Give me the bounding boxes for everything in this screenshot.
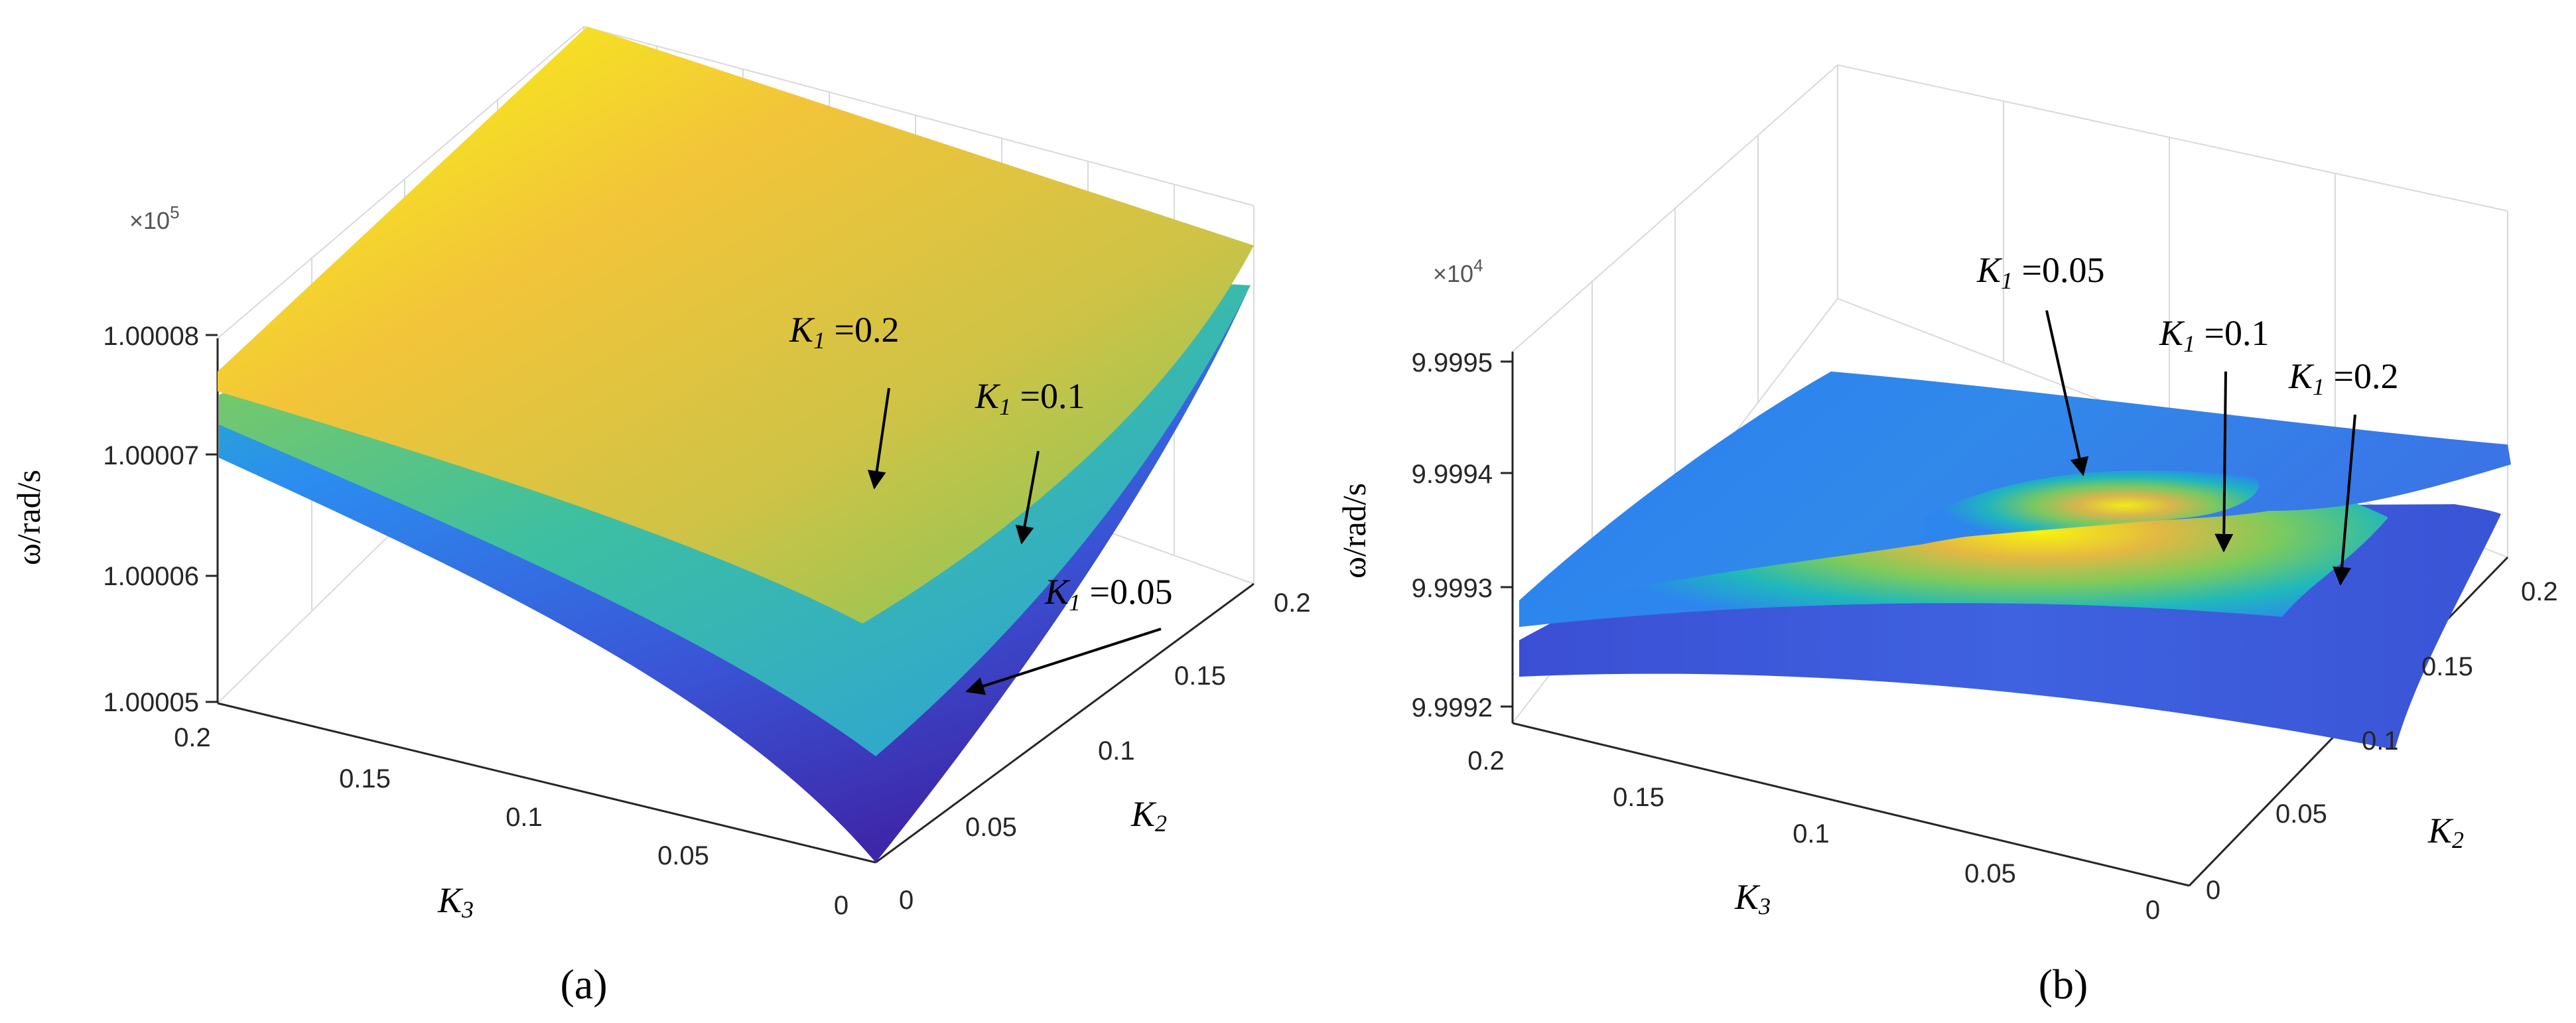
annotation-k1-0-2: K1 =0.2 [2288, 356, 2399, 400]
x-tick-label: 0.1 [506, 803, 543, 832]
z-axis-label: ω/rad/s [10, 470, 47, 565]
surface-k1-0-2-a [218, 27, 1254, 624]
annotation-k1-0-05: K1 =0.05 [1976, 250, 2105, 294]
z-tick-label: 9.9993 [1412, 574, 1493, 603]
x-tick-label: 0 [834, 891, 848, 920]
arrow-k1-0-2 [867, 387, 890, 490]
x-tick-label: 0.15 [1613, 783, 1664, 812]
z-axis-label: ω/rad/s [1335, 483, 1373, 579]
panel-b-y-ticks: 0 0.05 0.1 0.15 0.2 [2206, 577, 2558, 905]
z-tick-label: 1.00006 [103, 562, 199, 591]
arrow-k1-0-2 [2333, 414, 2356, 586]
annotation-k1-0-05: K1 =0.05 [1044, 572, 1173, 616]
x-tick-label: 0.2 [174, 723, 211, 752]
y-tick-label: 0.1 [1098, 736, 1135, 766]
y-tick-label: 0.2 [2521, 577, 2558, 606]
panel-a: 1.00005 1.00006 1.00007 1.00008 ×105 ω/r… [10, 26, 1311, 1008]
y-tick-label: 0.15 [1174, 661, 1226, 691]
y-tick-label: 0 [899, 886, 914, 915]
panel-label-b: (b) [2039, 961, 2088, 1008]
y-tick-label: 0.05 [2275, 799, 2327, 829]
x-axis-label: K3 [437, 880, 474, 923]
z-tick-label: 1.00005 [103, 688, 199, 717]
panel-b-x-ticks: 0.2 0.15 0.1 0.05 0 [1467, 746, 2160, 925]
exponent-label: ×104 [1433, 255, 1483, 287]
x-tick-label: 0.15 [339, 764, 391, 793]
arrow-k1-0-1 [1015, 450, 1040, 545]
x-tick-label: 0 [2145, 896, 2160, 925]
panel-a-z-ticks: 1.00005 1.00006 1.00007 1.00008 [103, 322, 218, 717]
z-tick-label: 1.00008 [103, 322, 199, 351]
x-tick-label: 0.05 [657, 841, 709, 870]
z-tick-label: 9.9995 [1412, 348, 1493, 377]
panel-b: 9.9992 9.9993 9.9994 9.9995 ×104 ω/rad/s… [1335, 64, 2558, 1008]
z-tick-label: 9.9994 [1412, 460, 1493, 489]
y-tick-label: 0.05 [965, 813, 1017, 842]
y-tick-label: 0.15 [2421, 652, 2473, 681]
y-tick-label: 0 [2206, 876, 2220, 905]
arrow-k1-0-1 [2214, 371, 2234, 553]
annotation-k1-0-1: K1 =0.1 [2159, 313, 2270, 357]
surface-highlight-b [1924, 470, 2260, 541]
x-tick-label: 0.1 [1793, 819, 1830, 849]
panel-a-x-ticks: 0.2 0.15 0.1 0.05 0 [174, 723, 848, 920]
y-axis-label: K2 [2427, 811, 2464, 853]
panel-a-front-axes [216, 338, 1254, 864]
arrow-k1-0-05 [965, 628, 1162, 695]
annotation-k1-0-1: K1 =0.1 [975, 376, 1085, 420]
y-axis-label: K2 [1130, 794, 1167, 837]
z-tick-label: 1.00007 [103, 441, 199, 470]
arrow-k1-0-05 [2045, 310, 2089, 476]
x-tick-label: 0.2 [1467, 746, 1505, 776]
x-tick-label: 0.05 [1964, 859, 2016, 888]
x-axis-label: K3 [1734, 877, 1771, 920]
annotation-k1-0-2: K1 =0.2 [789, 310, 900, 354]
z-tick-label: 9.9992 [1412, 693, 1493, 722]
panel-a-y-ticks: 0 0.05 0.1 0.15 0.2 [899, 588, 1311, 915]
panel-b-z-ticks: 9.9992 9.9993 9.9994 9.9995 [1412, 348, 1513, 722]
y-tick-label: 0.1 [2362, 726, 2399, 756]
y-tick-label: 0.2 [1274, 588, 1311, 618]
panel-label-a: (a) [560, 961, 607, 1008]
exponent-label: ×105 [129, 202, 180, 234]
